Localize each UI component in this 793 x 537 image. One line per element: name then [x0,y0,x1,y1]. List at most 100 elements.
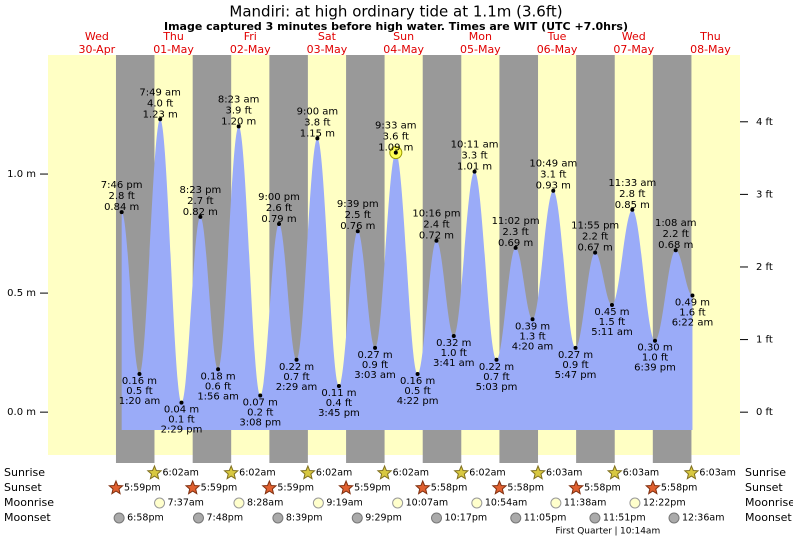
extreme-point [336,383,341,388]
extreme-label: 0.5 ft [126,386,152,397]
moon-phase-name: First Quarter [555,527,612,537]
event-time: 9:19am [326,498,362,509]
extreme-label: 5:03 pm [476,382,518,393]
day-date: 08-May [690,43,731,56]
extreme-point [573,345,578,350]
extreme-label: 1.15 m [300,128,335,139]
extreme-point [258,393,263,398]
extreme-label: 9:00 am [297,106,339,117]
event-time: 6:02am [469,468,505,479]
extreme-point [393,150,398,155]
extreme-label: 11:02 pm [492,216,540,227]
extreme-label: 2:29 pm [161,425,203,436]
day-weekday: Tue [547,30,567,43]
extreme-point [494,357,499,362]
extreme-label: 9:33 am [375,121,417,132]
day-weekday: Mon [469,30,492,43]
row-label-right: Moonrise [745,496,793,509]
extreme-label: 2.8 ft [619,189,645,200]
event-time: 7:37am [168,498,204,509]
extreme-label: 7:46 pm [101,180,143,191]
extreme-point [593,250,598,255]
extreme-label: 9:00 pm [258,192,300,203]
extreme-point [119,210,124,215]
extreme-label: 0.45 m [594,307,629,318]
event-time: 6:58pm [127,513,164,524]
event-time: 8:39pm [286,513,323,524]
event-time: 5:59pm [201,483,238,494]
extreme-label: 1.01 m [457,162,492,173]
day-weekday: Fri [244,30,257,43]
day-weekday: Wed [622,30,646,43]
sunrise-icon [683,464,700,480]
row-label-left: Sunrise [4,466,45,479]
extreme-label: 10:49 am [529,159,577,170]
event-time: 7:48pm [206,513,243,524]
sunset-icon [338,479,354,495]
extreme-point [653,338,658,343]
moonrise-icon [312,497,324,509]
moonset-icon [431,512,443,524]
extreme-label: 0.4 ft [326,398,352,409]
extreme-label: 7:49 am [139,87,181,98]
row-label-left: Moonset [4,511,51,524]
extreme-label: 10:16 pm [412,209,460,220]
extreme-point [315,136,320,141]
extreme-label: 0.30 m [637,343,672,354]
sunrise-icon [376,464,393,480]
moonset-icon [589,512,601,524]
row-label-left: Moonrise [4,496,54,509]
extreme-point [236,124,241,129]
y2-tick-label: 0 ft [756,407,773,418]
extreme-label: 2.4 ft [423,220,449,231]
extreme-label: 5:11 am [591,327,633,338]
moonrise-icon [550,497,562,509]
extreme-label: 3:03 am [354,370,396,381]
extreme-label: 0.79 m [261,214,296,225]
y2-tick-label: 1 ft [756,335,773,346]
extreme-label: 0.93 m [536,181,571,192]
day-date: 07-May [613,43,654,56]
event-time: 5:59pm [354,483,391,494]
extreme-point [294,357,299,362]
moonrise-icon [154,497,166,509]
event-time: 5:58pm [584,483,621,494]
extreme-label: 4.0 ft [147,98,173,109]
extreme-label: 0.22 m [479,362,514,373]
event-time: 11:38am [564,498,606,509]
extreme-label: 8:23 am [218,94,260,105]
extreme-label: 0.85 m [615,200,650,211]
extreme-label: 2.6 ft [266,203,292,214]
extreme-label: 3.1 ft [540,170,566,181]
separator: | [614,527,617,537]
extreme-label: 4:22 pm [397,396,439,407]
extreme-label: 0.18 m [200,371,235,382]
extreme-label: 2.8 ft [108,191,134,202]
extreme-point [373,345,378,350]
extreme-point [472,169,477,174]
event-time: 8:28am [247,498,283,509]
extreme-label: 3:08 pm [239,417,281,428]
y-tick-label: 0.5 m [7,288,36,299]
event-time: 5:58pm [431,483,468,494]
y2-tick-label: 2 ft [756,262,773,273]
day-weekday: Wed [85,30,109,43]
sunset-icon [568,479,585,495]
extreme-label: 0.1 ft [168,415,194,426]
extreme-label: 0.16 m [400,376,435,387]
day-date: 05-May [460,43,501,56]
extreme-label: 0.16 m [122,376,157,387]
sunrise-icon [453,464,470,480]
extreme-label: 0.67 m [578,243,613,254]
day-weekday: Sat [318,30,337,43]
extreme-point [551,188,556,193]
extreme-label: 1.3 ft [519,331,545,342]
extreme-label: 1:20 am [119,396,161,407]
extreme-label: 10:11 am [451,140,499,151]
extreme-point [137,372,142,377]
extreme-label: 0.07 m [243,397,278,408]
extreme-label: 0.68 m [658,240,693,251]
extreme-label: 0.72 m [419,231,454,242]
extreme-label: 1:08 am [655,218,697,229]
event-time: 9:29pm [365,513,402,524]
